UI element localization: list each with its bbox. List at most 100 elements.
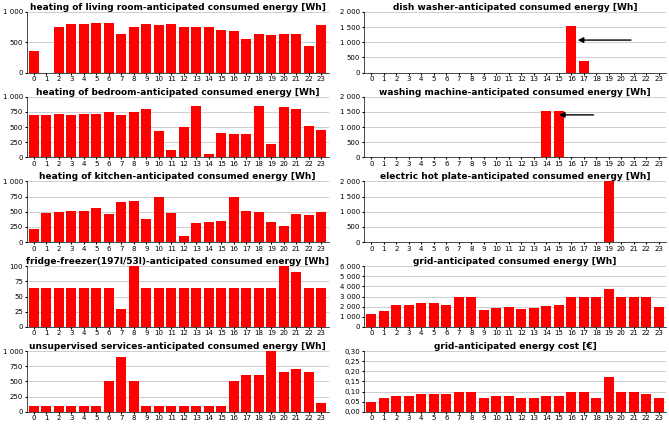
Bar bbox=[217, 287, 227, 327]
Bar bbox=[516, 309, 527, 327]
Bar bbox=[154, 406, 164, 412]
Bar bbox=[141, 219, 151, 242]
Bar bbox=[41, 406, 52, 412]
Bar bbox=[479, 398, 489, 412]
Bar bbox=[191, 27, 201, 73]
Bar bbox=[179, 236, 189, 242]
Bar bbox=[229, 382, 239, 412]
Bar bbox=[504, 307, 514, 327]
Bar bbox=[304, 126, 314, 157]
Bar bbox=[454, 391, 464, 412]
Bar bbox=[516, 398, 527, 412]
Bar bbox=[54, 212, 64, 242]
Bar bbox=[167, 24, 177, 73]
Bar bbox=[391, 396, 401, 412]
Bar bbox=[229, 287, 239, 327]
Bar bbox=[254, 287, 264, 327]
Title: dish washer-anticipated consumed energy [Wh]: dish washer-anticipated consumed energy … bbox=[393, 3, 638, 12]
Bar bbox=[404, 396, 413, 412]
Bar bbox=[129, 27, 139, 73]
Bar bbox=[316, 130, 326, 157]
Bar bbox=[129, 201, 139, 242]
Bar bbox=[292, 369, 302, 412]
Bar bbox=[92, 406, 102, 412]
Bar bbox=[129, 266, 139, 327]
Title: heating of living room-anticipated consumed energy [Wh]: heating of living room-anticipated consu… bbox=[30, 3, 326, 12]
Bar bbox=[179, 287, 189, 327]
Title: fridge-freezer(197l/53l)-anticipated consumed energy [Wh]: fridge-freezer(197l/53l)-anticipated con… bbox=[26, 257, 329, 266]
Bar bbox=[591, 398, 601, 412]
Title: washing machine-anticipated consumed energy [Wh]: washing machine-anticipated consumed ene… bbox=[379, 88, 651, 97]
Bar bbox=[242, 287, 252, 327]
Bar bbox=[79, 211, 89, 242]
Bar bbox=[141, 406, 151, 412]
Bar bbox=[379, 398, 389, 412]
Title: grid-anticipated energy cost [€]: grid-anticipated energy cost [€] bbox=[434, 342, 596, 351]
Bar bbox=[279, 372, 289, 412]
Bar bbox=[129, 112, 139, 157]
Bar bbox=[54, 114, 64, 157]
Bar bbox=[579, 391, 589, 412]
Bar bbox=[641, 297, 651, 327]
Bar bbox=[566, 297, 576, 327]
Bar bbox=[304, 372, 314, 412]
Bar bbox=[167, 150, 177, 157]
Title: unsupervised services-anticipated consumed energy [Wh]: unsupervised services-anticipated consum… bbox=[29, 342, 326, 351]
Bar bbox=[217, 406, 227, 412]
Bar bbox=[217, 133, 227, 157]
Bar bbox=[279, 107, 289, 157]
Bar bbox=[304, 215, 314, 242]
Bar bbox=[391, 305, 401, 327]
Bar bbox=[54, 406, 64, 412]
Bar bbox=[366, 402, 376, 412]
Bar bbox=[116, 115, 126, 157]
Bar bbox=[442, 393, 452, 412]
Bar bbox=[591, 297, 601, 327]
Bar bbox=[167, 406, 177, 412]
Title: electric hot plate-anticipated consumed energy [Wh]: electric hot plate-anticipated consumed … bbox=[380, 173, 650, 181]
Bar bbox=[266, 35, 276, 73]
Bar bbox=[416, 393, 426, 412]
Bar bbox=[366, 314, 376, 327]
Bar bbox=[141, 287, 151, 327]
Bar bbox=[92, 114, 102, 157]
Bar bbox=[154, 131, 164, 157]
Bar bbox=[429, 303, 439, 327]
Bar bbox=[92, 23, 102, 73]
Bar bbox=[66, 406, 76, 412]
Bar bbox=[566, 26, 576, 73]
Bar bbox=[316, 25, 326, 73]
Bar bbox=[167, 287, 177, 327]
Bar bbox=[66, 287, 76, 327]
Bar bbox=[104, 23, 114, 73]
Bar bbox=[29, 229, 39, 242]
Title: grid-anticipated consumed energy [Wh]: grid-anticipated consumed energy [Wh] bbox=[413, 257, 617, 266]
Bar bbox=[204, 287, 214, 327]
Bar bbox=[541, 111, 551, 157]
Title: heating of bedroom-anticipated consumed energy [Wh]: heating of bedroom-anticipated consumed … bbox=[36, 88, 320, 97]
Bar bbox=[266, 287, 276, 327]
Bar bbox=[179, 27, 189, 73]
Bar bbox=[279, 266, 289, 327]
Bar bbox=[529, 308, 539, 327]
Bar bbox=[254, 375, 264, 412]
Bar bbox=[79, 114, 89, 157]
Bar bbox=[104, 112, 114, 157]
Bar bbox=[191, 223, 201, 242]
Bar bbox=[29, 51, 39, 73]
Bar bbox=[304, 287, 314, 327]
Bar bbox=[266, 351, 276, 412]
Bar bbox=[66, 211, 76, 242]
Bar bbox=[191, 106, 201, 157]
Bar bbox=[654, 398, 664, 412]
Bar bbox=[79, 287, 89, 327]
Bar bbox=[603, 181, 613, 242]
Bar bbox=[104, 214, 114, 242]
Bar bbox=[466, 391, 476, 412]
Bar bbox=[279, 34, 289, 73]
Bar bbox=[229, 134, 239, 157]
Bar bbox=[29, 287, 39, 327]
Bar bbox=[204, 27, 214, 73]
Bar bbox=[254, 212, 264, 242]
Bar bbox=[242, 39, 252, 73]
